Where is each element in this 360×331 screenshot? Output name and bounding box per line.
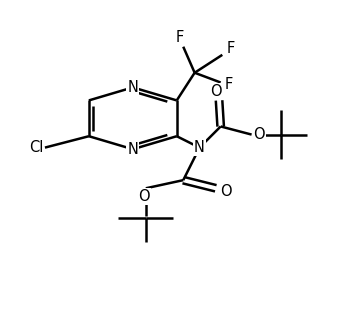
Text: O: O — [138, 189, 150, 204]
Text: F: F — [225, 77, 233, 92]
Text: F: F — [176, 30, 184, 45]
Text: N: N — [127, 142, 138, 157]
Text: Cl: Cl — [29, 140, 43, 155]
Text: N: N — [127, 80, 138, 95]
Text: N: N — [194, 140, 205, 155]
Text: F: F — [226, 41, 235, 57]
Text: O: O — [253, 127, 265, 142]
Text: O: O — [220, 184, 231, 199]
Text: O: O — [210, 84, 222, 99]
